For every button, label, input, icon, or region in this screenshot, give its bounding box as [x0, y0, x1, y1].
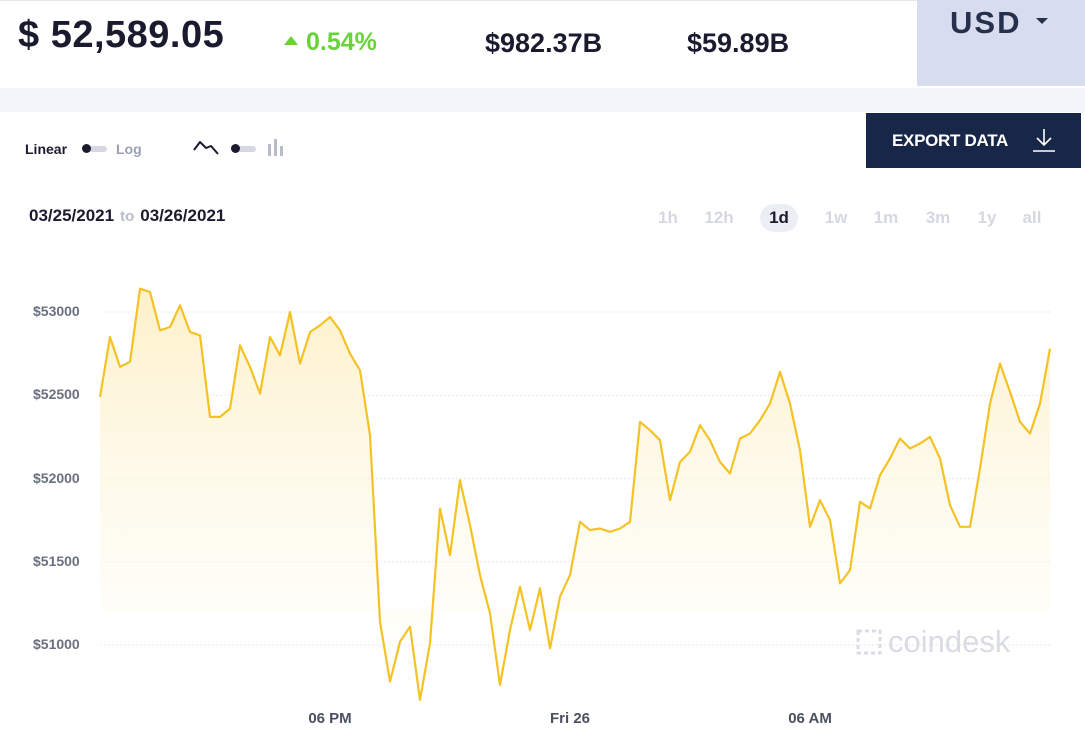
x-tick-label: 06 AM: [788, 710, 832, 727]
scale-log-label[interactable]: Log: [116, 141, 142, 157]
download-icon: [1033, 129, 1055, 152]
y-tick-label: $51000: [33, 636, 80, 652]
price-line: [98, 287, 1052, 701]
x-tick-label: 06 PM: [308, 710, 352, 727]
bar-chart-icon[interactable]: [267, 137, 287, 157]
chevron-down-icon: [1036, 18, 1048, 24]
range-12h[interactable]: 12h: [704, 208, 734, 227]
date-from: 03/25/2021: [29, 206, 115, 225]
range-1h[interactable]: 1h: [658, 208, 678, 227]
volume-value: $59.89B: [687, 28, 790, 58]
y-tick-label: $52000: [33, 469, 80, 486]
x-tick-label: Fri 26: [549, 710, 591, 727]
y-tick-label: $51500: [33, 552, 80, 569]
price-value: $ 52,589.05: [18, 14, 225, 56]
date-to-word: to: [120, 208, 135, 225]
export-data-button[interactable]: EXPORT DATA: [866, 113, 1081, 168]
range-1w[interactable]: 1w: [824, 208, 848, 227]
currency-label: USD: [950, 5, 1022, 40]
chart-type-toggle-knob: [231, 144, 240, 153]
coindesk-logo-icon: [856, 629, 882, 655]
coindesk-watermark: coindesk: [856, 624, 1010, 660]
export-data-label: EXPORT DATA: [892, 131, 1009, 150]
header-band: [0, 88, 1085, 112]
scale-toggle-knob: [82, 144, 91, 153]
chart-type-toggle[interactable]: [231, 144, 256, 153]
price-change: 0.54%: [284, 28, 377, 57]
y-tick-label: $52500: [33, 386, 80, 403]
scale-linear-label[interactable]: Linear: [25, 141, 68, 157]
date-to: 03/26/2021: [140, 206, 226, 225]
range-1m[interactable]: 1m: [873, 208, 899, 227]
watermark-text: coindesk: [888, 624, 1011, 659]
up-arrow-icon: [284, 36, 298, 46]
y-tick-label: $53000: [33, 303, 80, 319]
currency-dropdown[interactable]: USD: [917, 0, 1085, 86]
header-divider: [0, 0, 1085, 1]
date-range: 03/25/2021 to 03/26/2021: [29, 206, 225, 226]
price-change-value: 0.54%: [306, 28, 377, 56]
market-cap-value: $982.37B: [485, 28, 603, 58]
line-chart-icon[interactable]: [192, 138, 220, 158]
scale-toggle[interactable]: [82, 144, 107, 153]
range-3m[interactable]: 3m: [925, 208, 951, 227]
range-all[interactable]: all: [1022, 208, 1042, 227]
range-1y[interactable]: 1y: [977, 208, 997, 227]
ticker-header: $ 52,589.05 0.54% $982.37B $59.89B USD: [0, 0, 1085, 88]
price-area: [100, 288, 1050, 700]
range-1d[interactable]: 1d: [760, 204, 798, 232]
